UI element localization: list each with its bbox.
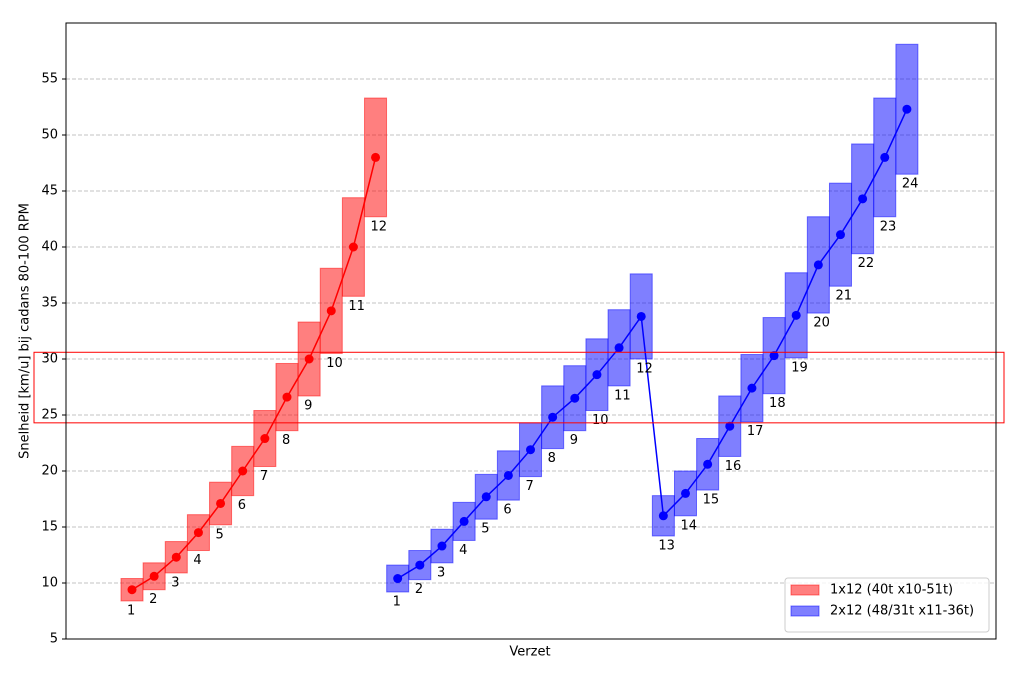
point-label: 14 [681, 518, 698, 533]
point [703, 459, 713, 469]
point-label: 5 [481, 522, 489, 537]
point [149, 571, 159, 581]
point [880, 152, 890, 162]
point [592, 370, 602, 380]
point-label: 3 [171, 575, 179, 590]
point [127, 585, 137, 595]
point-label: 21 [835, 289, 852, 304]
point [393, 574, 403, 584]
point-label: 7 [526, 479, 534, 494]
point-label: 3 [437, 565, 445, 580]
point-label: 5 [216, 527, 224, 542]
point [902, 104, 912, 114]
point-label: 18 [769, 396, 786, 411]
point [238, 466, 248, 476]
point-label: 2 [149, 592, 157, 607]
point [658, 511, 668, 521]
legend-label: 1x12 (40t x10-51t) [830, 583, 953, 598]
highlight-band [33, 351, 1005, 424]
point-label: 4 [193, 553, 201, 568]
point [171, 552, 181, 562]
point-label: 24 [902, 177, 919, 192]
y-tick-label: 30 [41, 352, 58, 367]
legend-box [784, 577, 990, 633]
point [835, 230, 845, 240]
legend-swatch [790, 605, 820, 617]
point [216, 498, 226, 508]
point [193, 528, 203, 538]
point [481, 492, 491, 502]
point [858, 194, 868, 204]
point [813, 260, 823, 270]
y-tick-label: 35 [41, 296, 58, 311]
point [503, 470, 513, 480]
legend-label: 2x12 (48/31t x11-36t) [830, 604, 974, 619]
legend-swatch [790, 584, 820, 596]
point [614, 343, 624, 353]
y-tick-label: 50 [41, 128, 58, 143]
point [282, 392, 292, 402]
point-label: 6 [503, 503, 511, 518]
point [304, 354, 314, 364]
y-axis-label: Snelheid [km/u] bij cadans 80-100 RPM [18, 203, 33, 459]
y-tick-label: 25 [41, 408, 58, 423]
point-label: 13 [658, 538, 675, 553]
point [769, 351, 779, 361]
point-label: 9 [570, 433, 578, 448]
point-label: 8 [548, 451, 556, 466]
point-label: 12 [636, 362, 653, 377]
y-tick-label: 15 [41, 520, 58, 535]
point [548, 412, 558, 422]
point-label: 17 [747, 424, 764, 439]
point [747, 383, 757, 393]
series-line [397, 108, 908, 580]
point-label: 1 [393, 594, 401, 609]
point [681, 488, 690, 498]
point-label: 11 [348, 299, 365, 314]
point-label: 11 [614, 388, 631, 403]
point [348, 242, 358, 252]
point-label: 15 [703, 493, 720, 508]
y-tick-label: 45 [41, 184, 58, 199]
point [459, 516, 469, 526]
point-label: 10 [326, 356, 343, 371]
point-label: 20 [813, 316, 830, 331]
point [570, 393, 580, 403]
point-label: 22 [858, 256, 875, 271]
x-axis-label: Verzet [509, 645, 550, 660]
point [371, 152, 381, 162]
y-tick-label: 55 [41, 72, 58, 87]
point-label: 19 [791, 360, 808, 375]
y-tick-label: 40 [41, 240, 58, 255]
point-label: 6 [238, 498, 246, 513]
point-label: 10 [592, 413, 609, 428]
y-tick-label: 5 [50, 632, 58, 647]
point-label: 4 [459, 543, 467, 558]
point [260, 434, 270, 444]
point-label: 12 [371, 219, 388, 234]
y-tick-label: 10 [41, 576, 58, 591]
point-label: 2 [415, 582, 423, 597]
point [791, 310, 801, 320]
point [636, 311, 646, 321]
point-label: 1 [127, 603, 135, 618]
series-line [131, 157, 377, 591]
point-label: 8 [282, 433, 290, 448]
point [725, 421, 735, 431]
point [415, 560, 425, 570]
point-label: 7 [260, 469, 268, 484]
point-label: 23 [880, 219, 897, 234]
point [437, 541, 447, 551]
point [326, 306, 336, 316]
point-label: 9 [304, 398, 312, 413]
y-tick-label: 20 [41, 464, 58, 479]
plot-frame [65, 22, 997, 640]
point-label: 16 [725, 459, 742, 474]
point [526, 445, 536, 455]
